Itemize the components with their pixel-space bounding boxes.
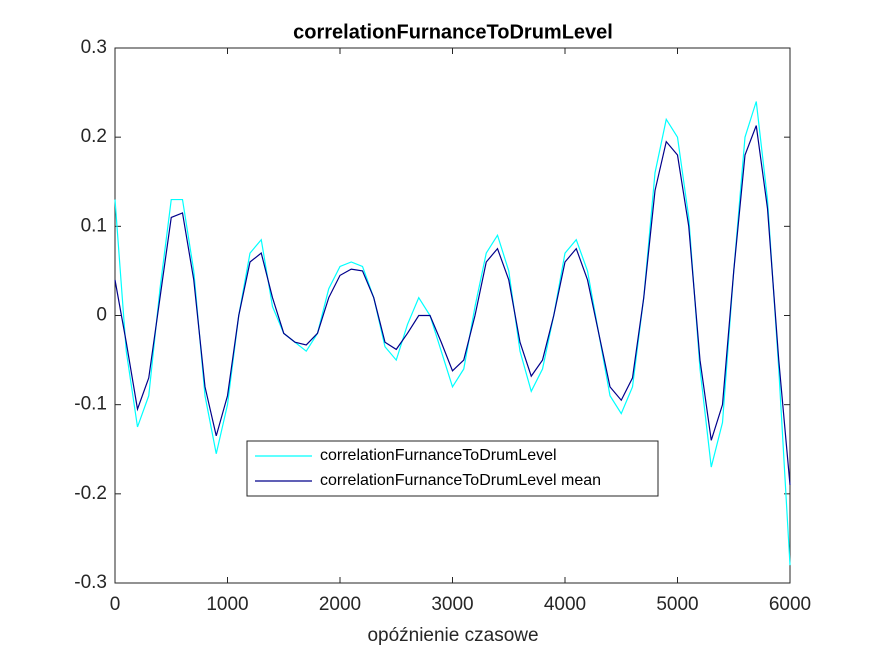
x-tick-label: 5000 (656, 594, 698, 615)
series-line (114, 101, 791, 566)
x-tick-label: 2000 (319, 594, 361, 615)
y-tick-label: -0.1 (74, 394, 107, 415)
legend (246, 440, 659, 497)
legend-label: correlationFurnanceToDrumLevel mean (320, 472, 601, 489)
x-tick-label: 0 (110, 594, 121, 615)
y-tick-label: -0.3 (74, 572, 107, 593)
x-tick-label: 3000 (431, 594, 473, 615)
x-tick-label: 1000 (206, 594, 248, 615)
series-line (114, 125, 791, 485)
y-tick-label: 0.1 (81, 215, 107, 236)
y-tick-label: 0.3 (81, 37, 107, 58)
plot-area (114, 47, 791, 584)
chart-title: correlationFurnanceToDrumLevel (293, 21, 613, 43)
legend-label: correlationFurnanceToDrumLevel (320, 447, 557, 464)
y-tick-label: 0.2 (81, 126, 107, 147)
y-tick-label: -0.2 (74, 483, 107, 504)
x-tick-label: 4000 (544, 594, 586, 615)
x-axis-label: opóźnienie czasowe (367, 625, 538, 646)
x-tick-label: 6000 (769, 594, 811, 615)
y-tick-label: 0 (96, 305, 107, 326)
